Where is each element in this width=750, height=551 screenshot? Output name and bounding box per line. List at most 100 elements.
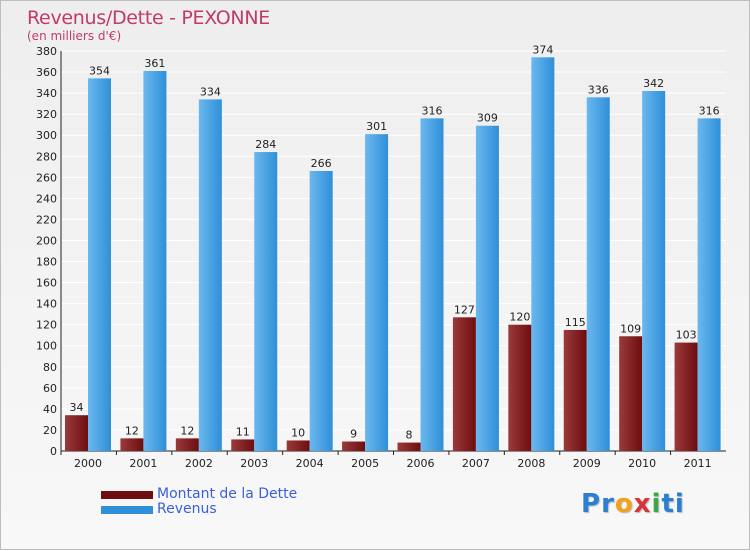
- data-label-debt: 127: [454, 303, 475, 316]
- data-label-revenue: 336: [588, 83, 609, 96]
- bar-revenue: [586, 97, 610, 451]
- x-tick-label: 2009: [573, 457, 601, 470]
- legend-label-revenue: Revenus: [157, 501, 217, 517]
- bar-debt: [619, 336, 643, 451]
- x-tick-label: 2005: [351, 457, 379, 470]
- data-label-debt: 34: [70, 401, 84, 414]
- bars: [65, 57, 721, 452]
- y-tick-label: 240: [36, 192, 57, 205]
- data-label-debt: 120: [509, 311, 530, 324]
- bar-debt: [563, 329, 587, 451]
- y-tick-label: 180: [36, 256, 57, 269]
- bar-debt: [342, 441, 366, 451]
- y-tick-label: 360: [36, 66, 57, 79]
- bar-revenue: [88, 78, 111, 452]
- y-tick-label: 200: [36, 234, 57, 247]
- x-tick-label: 2001: [129, 457, 157, 470]
- x-tick-label: 2011: [684, 457, 712, 470]
- data-label-revenue: 374: [532, 43, 553, 56]
- y-tick-label: 120: [36, 319, 57, 332]
- bar-debt: [175, 438, 199, 451]
- y-tick-label: 100: [36, 340, 57, 353]
- data-label-debt: 8: [406, 429, 413, 442]
- data-label-revenue: 266: [311, 157, 332, 170]
- legend-swatch-revenue: [101, 506, 153, 514]
- x-tick-label: 2007: [462, 457, 490, 470]
- y-tick-label: 40: [43, 403, 57, 416]
- chart-subtitle: (en milliers d'€): [27, 29, 122, 43]
- data-label-revenue: 316: [699, 104, 720, 117]
- data-label-revenue: 342: [643, 77, 664, 90]
- bar-revenue: [475, 125, 499, 451]
- x-tick-label: 2006: [407, 457, 435, 470]
- legend-swatch-debt: [101, 491, 153, 499]
- x-tick-label: 2010: [628, 457, 656, 470]
- logo-letter: x: [633, 489, 652, 519]
- y-tick-label: 160: [36, 277, 57, 290]
- y-tick-label: 60: [43, 382, 57, 395]
- x-tick-label: 2000: [74, 457, 102, 470]
- y-tick-label: 280: [36, 150, 57, 163]
- data-label-debt: 109: [620, 322, 641, 335]
- chart-title: Revenus/Dette - PEXONNE: [27, 7, 270, 29]
- bar-debt: [674, 342, 698, 451]
- y-tick-label: 300: [36, 129, 57, 142]
- data-labels: 34 354 12 361 12 334 11 284 10 266 9 301 8 316 127 309 1…: [70, 43, 720, 441]
- logo-letter: o: [614, 489, 634, 519]
- y-tick-label: 0: [50, 445, 57, 458]
- bar-debt: [452, 317, 476, 451]
- bar-revenue: [697, 118, 721, 452]
- bar-debt: [286, 440, 310, 451]
- x-tick-label: 2004: [296, 457, 324, 470]
- y-tick-label: 340: [36, 87, 57, 100]
- bar-debt: [120, 438, 144, 451]
- legend-label-debt: Montant de la Dette: [157, 486, 298, 502]
- y-tick-label: 140: [36, 298, 57, 311]
- logo-letter: r: [601, 489, 615, 519]
- data-label-revenue: 284: [255, 138, 276, 151]
- data-label-revenue: 361: [144, 57, 165, 70]
- y-tick-label: 80: [43, 361, 57, 374]
- y-tick-label: 220: [36, 213, 57, 226]
- y-tick-label: 320: [36, 108, 57, 121]
- axes: 0 20 40 60 80 100 120 140 160 180 200 220 240 260 280 3…: [36, 45, 726, 470]
- logo-letter: i: [651, 489, 662, 519]
- bar-revenue: [143, 71, 167, 451]
- logo-letter: i: [674, 489, 685, 519]
- bar-revenue: [420, 118, 444, 452]
- bar-debt: [397, 442, 421, 451]
- y-tick-label: 20: [43, 424, 57, 437]
- proxiti-logo: Proxiti: [581, 489, 685, 519]
- data-label-debt: 9: [350, 428, 357, 441]
- bar-revenue: [309, 171, 333, 451]
- logo-letter: t: [661, 489, 675, 519]
- data-label-debt: 103: [676, 329, 697, 342]
- bar-revenue: [254, 152, 278, 452]
- bar-revenue: [531, 57, 555, 451]
- bar-revenue: [198, 99, 222, 451]
- data-label-debt: 115: [565, 316, 586, 329]
- bar-revenue: [365, 134, 389, 451]
- logo-letter: P: [581, 489, 602, 519]
- data-label-revenue: 309: [477, 112, 498, 125]
- bar-revenue: [642, 91, 666, 451]
- data-label-debt: 12: [180, 424, 194, 437]
- bar-debt: [231, 439, 255, 451]
- data-label-debt: 12: [125, 424, 139, 437]
- data-label-revenue: 316: [422, 104, 443, 117]
- bar-debt: [508, 324, 532, 451]
- bar-debt: [65, 415, 88, 451]
- data-label-revenue: 334: [200, 85, 221, 98]
- data-label-debt: 10: [291, 426, 305, 439]
- x-tick-label: 2002: [185, 457, 213, 470]
- x-tick-label: 2003: [240, 457, 268, 470]
- y-tick-label: 380: [36, 45, 57, 58]
- x-tick-label: 2008: [517, 457, 545, 470]
- data-label-revenue: 354: [89, 64, 110, 77]
- grid-lines: [61, 50, 726, 452]
- y-tick-label: 260: [36, 171, 57, 184]
- data-label-revenue: 301: [366, 120, 387, 133]
- data-label-debt: 11: [236, 425, 250, 438]
